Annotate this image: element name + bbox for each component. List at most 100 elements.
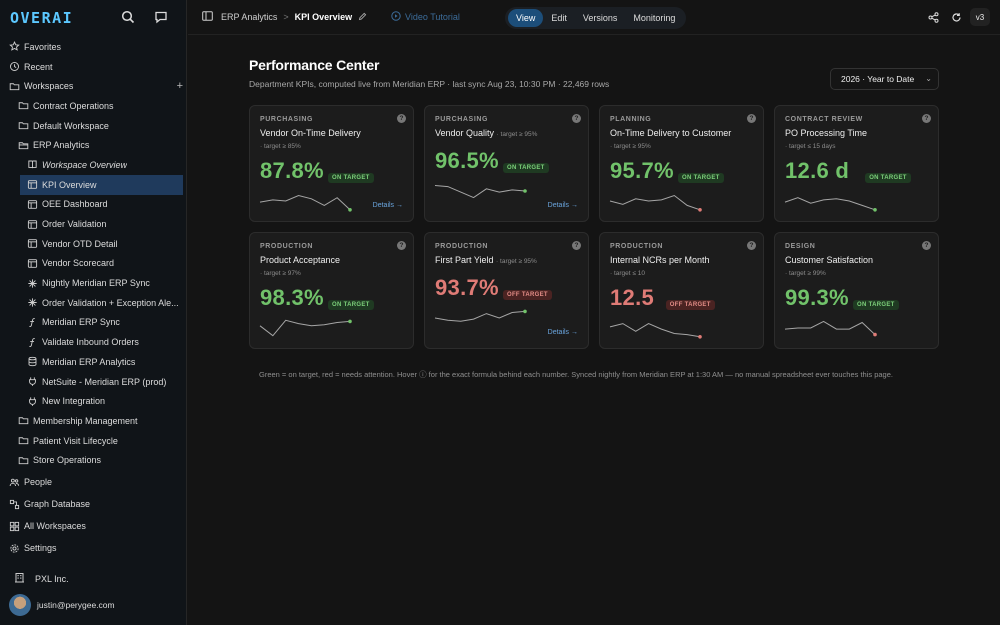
tab-monitoring[interactable]: Monitoring [633,13,676,23]
sidebar-item-meridian-erp-sync[interactable]: Meridian ERP Sync [0,313,187,333]
sparkline-path [434,310,526,322]
kpi-target: · target ≥ 95% [610,143,651,150]
kpi-name-text: Vendor Quality [435,128,495,138]
help-icon[interactable]: ? [397,114,406,123]
dashboard-icon [26,238,38,250]
version-badge[interactable]: v3 [970,8,990,26]
refresh-icon[interactable] [949,10,963,24]
sidebar-item-default-workspace[interactable]: Default Workspace [0,116,187,136]
gear-icon [8,542,20,554]
sidebar-item-label: New Integration [42,396,106,407]
kpi-card[interactable]: PRODUCTION ? Internal NCRs per Month · t… [599,232,764,349]
sidebar-item-graph-database[interactable]: Graph Database [0,494,187,514]
sidebar-item-meridian-erp-analytics[interactable]: Meridian ERP Analytics [0,352,187,372]
breadcrumb-parent[interactable]: ERP Analytics [221,12,278,22]
sparkline-endpoint [698,208,702,212]
kpi-card[interactable]: DESIGN ? Customer Satisfaction · target … [774,232,939,349]
kpi-card[interactable]: PURCHASING ? Vendor On-Time Delivery · t… [249,105,414,222]
folder-icon [17,100,29,112]
details-link[interactable]: Details → [372,202,403,209]
details-link[interactable]: Details → [547,329,578,336]
sidebar-item-vendor-scorecard[interactable]: Vendor Scorecard [0,254,187,274]
sidebar-item-membership-management[interactable]: Membership Management [0,411,187,431]
status-badge: ON TARGET [328,300,374,310]
kpi-name-text: Customer Satisfaction [785,255,874,265]
sidebar-item-kpi-overview[interactable]: KPI Overview [20,174,183,195]
sidebar-item-recent[interactable]: Recent [0,57,187,77]
sidebar-item-workspace-overview[interactable]: Workspace Overview [0,155,187,175]
sidebar-item-erp-analytics[interactable]: ERP Analytics [0,135,187,155]
kpi-value: 93.7% [435,275,499,300]
sidebar-item-label: Order Validation [42,219,107,230]
folder-icon [8,80,20,92]
sidebar-item-nightly-meridian-erp-sync[interactable]: Nightly Meridian ERP Sync [0,273,187,293]
sidebar-item-settings[interactable]: Settings [0,538,187,558]
kpi-name: PO Processing Time [785,128,867,138]
org-switcher[interactable]: PXL Inc. [14,572,69,585]
building-icon [14,572,25,585]
sidebar-item-favorites[interactable]: Favorites [0,37,187,57]
sidebar-item-all-workspaces[interactable]: All Workspaces [0,516,187,536]
kpi-name: Customer Satisfaction [785,255,873,265]
brand-logo[interactable]: OVERAI [10,8,73,28]
help-icon[interactable]: ? [572,114,581,123]
details-link[interactable]: Details → [547,202,578,209]
sidebar-item-store-operations[interactable]: Store Operations [0,450,187,470]
help-icon[interactable]: ? [922,114,931,123]
sidebar-item-label: Contract Operations [33,100,114,111]
sparkline [434,185,527,199]
share-icon[interactable] [926,10,940,24]
help-icon[interactable]: ? [747,114,756,123]
help-icon[interactable]: ? [922,241,931,250]
plug-icon [26,395,38,407]
status-badge: ON TARGET [503,163,549,173]
tab-edit[interactable]: Edit [551,13,567,23]
sidebar-item-workspaces[interactable]: Workspaces + [0,76,187,96]
edit-pencil-icon[interactable] [358,12,367,23]
folder-open-icon [17,139,29,151]
sidebar-item-new-integration[interactable]: New Integration [0,391,187,411]
sparkline-endpoint [873,208,877,212]
chevron-down-icon: ⌄ [925,74,932,83]
sidebar-item-people[interactable]: People [0,472,187,492]
sidebar-item-label: Patient Visit Lifecycle [33,435,118,446]
sidebar-item-oee-dashboard[interactable]: OEE Dashboard [0,195,187,215]
kpi-category: PURCHASING [260,116,314,123]
chat-icon[interactable] [153,9,169,25]
sparkline-path [609,323,701,338]
sidebar-nav: Favorites Recent Workspaces + Contract Opera… [0,37,187,558]
sidebar-item-label: All Workspaces [24,521,86,532]
sidebar-item-label: Meridian ERP Sync [42,317,120,328]
sidebar-item-order-validation[interactable]: Order Validation [0,214,187,234]
kpi-name-text: On-Time Delivery to Customer [610,128,732,138]
search-icon[interactable] [120,9,136,25]
video-tutorial-label: Video Tutorial [405,12,460,22]
kpi-card[interactable]: PURCHASING ? Vendor Quality · target ≥ 9… [424,105,589,222]
sidebar-item-order-validation-exception-ale[interactable]: Order Validation + Exception Ale... [0,293,187,313]
folder-icon [17,454,29,466]
tab-versions[interactable]: Versions [582,13,618,23]
kpi-card[interactable]: PRODUCTION ? First Part Yield · target ≥… [424,232,589,349]
kpi-target: · target ≥ 97% [260,270,301,277]
help-icon[interactable]: ? [747,241,756,250]
kpi-target: · target ≥ 95% [496,258,537,265]
sidebar-item-contract-operations[interactable]: Contract Operations [0,96,187,116]
sidebar-item-netsuite-meridian-erp-prod[interactable]: NetSuite - Meridian ERP (prod) [0,372,187,392]
help-icon[interactable]: ? [397,241,406,250]
video-tutorial-link[interactable]: Video Tutorial [391,11,460,23]
sidebar-item-label: Vendor OTD Detail [42,238,118,249]
sparkline [609,194,702,212]
kpi-category: PLANNING [610,116,652,123]
user-menu[interactable]: justin@perygee.com [9,594,115,616]
sidebar-item-validate-inbound-orders[interactable]: Validate Inbound Orders [0,332,187,352]
kpi-card[interactable]: PRODUCTION ? Product Acceptance · target… [249,232,414,349]
add-workspace-button[interactable]: + [176,80,183,93]
sidebar-item-patient-visit-lifecycle[interactable]: Patient Visit Lifecycle [0,431,187,451]
kpi-card[interactable]: CONTRACT REVIEW ? PO Processing Time · t… [774,105,939,222]
tab-view[interactable]: View [508,9,544,27]
page-subtitle: Department KPIs, computed live from Meri… [249,79,610,89]
sidebar-item-vendor-otd-detail[interactable]: Vendor OTD Detail [0,234,187,254]
help-icon[interactable]: ? [572,241,581,250]
kpi-card[interactable]: PLANNING ? On-Time Delivery to Customer … [599,105,764,222]
period-select[interactable]: 2026 · Year to Date ⌄ [830,68,939,90]
